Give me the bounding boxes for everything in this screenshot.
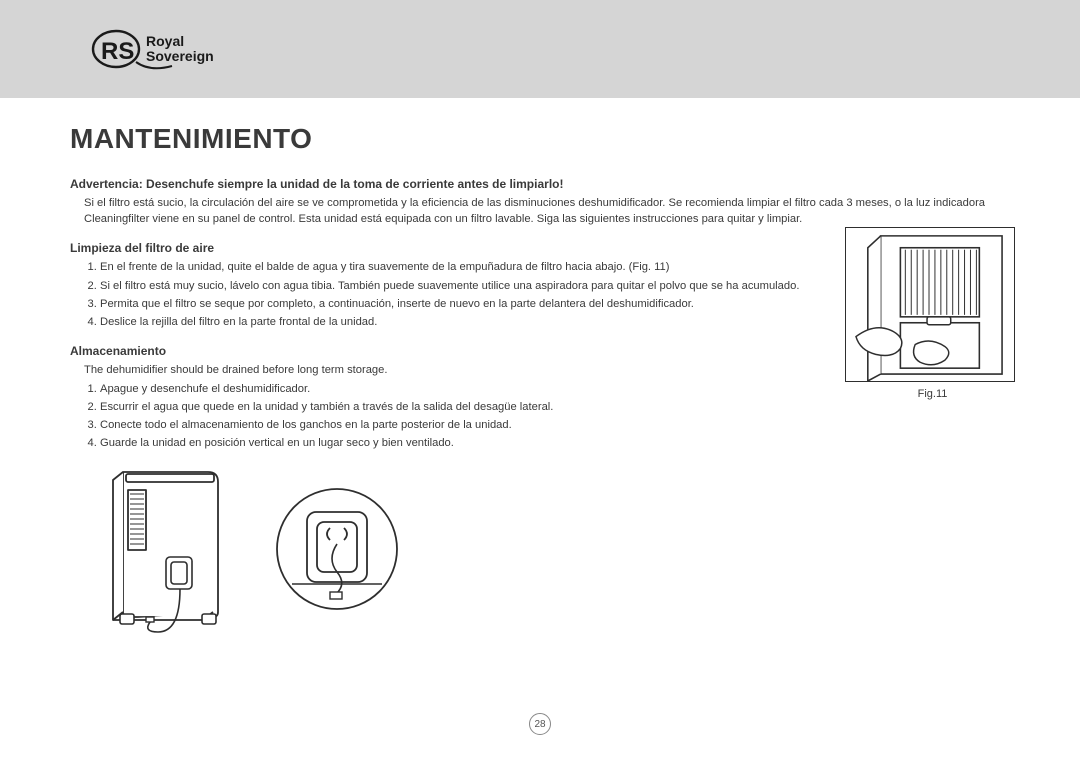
section-title: MANTENIMIENTO	[70, 123, 1020, 155]
storage-illustration	[98, 462, 825, 637]
list-item: Permita que el filtro se seque por compl…	[100, 296, 825, 312]
warning-body: Si el filtro está sucio, la circulación …	[84, 195, 1020, 227]
figure-11-caption: Fig.11	[845, 388, 1020, 400]
figure-11	[845, 227, 1015, 382]
list-item: Si el filtro está muy sucio, lávelo con …	[100, 278, 825, 294]
page-content: MANTENIMIENTO Advertencia: Desenchufe si…	[0, 98, 1080, 637]
svg-text:Royal: Royal	[146, 33, 184, 49]
cord-wrap-detail-icon	[272, 484, 402, 614]
storage-intro: The dehumidifier should be drained befor…	[84, 362, 825, 378]
list-item: Escurrir el agua que quede en la unidad …	[100, 399, 825, 415]
subheading-filter-cleaning: Limpieza del filtro de aire	[70, 241, 825, 255]
page-header: RS Royal Sovereign	[0, 0, 1080, 98]
svg-text:Sovereign: Sovereign	[146, 48, 214, 64]
dehumidifier-rear-icon	[98, 462, 248, 637]
brand-mark: RS	[101, 38, 134, 65]
list-item: Guarde la unidad en posición vertical en…	[100, 435, 825, 451]
list-item: En el frente de la unidad, quite el bald…	[100, 259, 825, 275]
storage-steps: Apague y desenchufe el deshumidificador.…	[100, 381, 825, 452]
list-item: Apague y desenchufe el deshumidificador.	[100, 381, 825, 397]
list-item: Deslice la rejilla del filtro en la part…	[100, 314, 825, 330]
page-number: 28	[529, 713, 551, 735]
subheading-storage: Almacenamiento	[70, 344, 825, 358]
filter-cleaning-steps: En el frente de la unidad, quite el bald…	[100, 259, 825, 330]
warning-text: Advertencia: Desenchufe siempre la unida…	[70, 177, 1020, 191]
brand-logo: RS Royal Sovereign	[90, 24, 250, 74]
list-item: Conecte todo el almacenamiento de los ga…	[100, 417, 825, 433]
